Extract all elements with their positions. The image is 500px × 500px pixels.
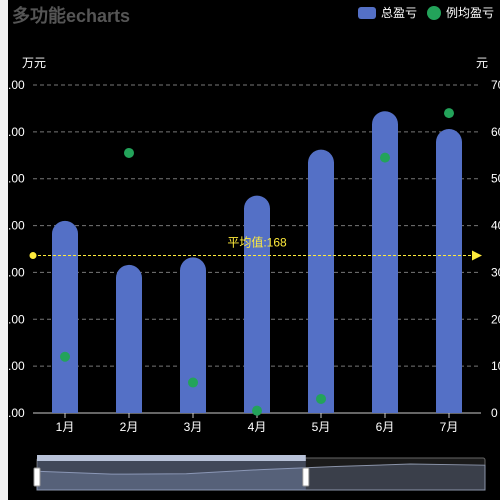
legend-swatch-total — [357, 6, 376, 19]
bar-7月[interactable] — [436, 129, 462, 413]
left-axis-unit: 万元 — [22, 56, 47, 70]
point-1月[interactable] — [60, 351, 70, 362]
y-left-tick-label: .00 — [8, 125, 25, 139]
legend-label-average: 例均盈亏 — [445, 6, 494, 20]
point-2月[interactable] — [124, 147, 134, 158]
y-left-tick-label: .00 — [8, 219, 25, 233]
point-3月[interactable] — [188, 377, 198, 388]
y-right-tick-label: 10 — [491, 359, 500, 373]
data-zoom-left-handle[interactable] — [33, 467, 41, 487]
bar-2月[interactable] — [116, 264, 142, 413]
legend-label-total: 总盈亏 — [380, 6, 417, 20]
bar-6月[interactable] — [372, 111, 398, 414]
y-left-tick-label: .00 — [8, 78, 25, 92]
y-right-tick-label: 70 — [491, 78, 500, 92]
x-tick-label: 6月 — [376, 420, 395, 434]
y-left-tick-label: .00 — [8, 172, 25, 186]
y-right-tick-label: 20 — [491, 312, 500, 326]
x-tick-label: 1月 — [56, 420, 75, 434]
x-tick-label: 7月 — [440, 420, 459, 434]
point-5月[interactable] — [316, 393, 326, 404]
bar-3月[interactable] — [180, 257, 206, 413]
x-tick-label: 2月 — [120, 420, 139, 434]
data-zoom-preview — [36, 463, 486, 491]
data-zoom-move-handle[interactable] — [37, 455, 306, 461]
point-4月[interactable] — [252, 405, 262, 416]
average-line-label: 平均值:168 — [227, 235, 287, 250]
chart-title: 多功能echarts — [12, 6, 131, 26]
average-line-arrow — [472, 250, 482, 261]
point-7月[interactable] — [444, 108, 454, 119]
x-tick-label: 5月 — [312, 420, 331, 434]
y-left-tick-label: .00 — [8, 312, 25, 326]
legend-item-total[interactable]: 总盈亏 — [357, 4, 417, 21]
y-right-tick-label: 40 — [491, 219, 500, 233]
legend-swatch-average — [426, 5, 441, 20]
y-right-tick-label: 30 — [491, 265, 500, 279]
legend-item-average[interactable]: 例均盈亏 — [426, 4, 494, 21]
point-6月[interactable] — [380, 152, 390, 163]
bar-4月[interactable] — [244, 195, 270, 413]
right-axis-unit: 元 — [476, 56, 489, 70]
bar-5月[interactable] — [308, 149, 334, 414]
legend: 总盈亏 例均盈亏 — [357, 4, 494, 21]
y-right-tick-label: 0 — [491, 406, 498, 420]
x-tick-label: 4月 — [248, 420, 267, 434]
y-left-tick-label: .00 — [8, 265, 25, 279]
y-right-tick-label: 60 — [491, 125, 500, 139]
bar-1月[interactable] — [52, 220, 78, 413]
y-left-tick-label: .00 — [8, 359, 25, 373]
data-zoom-right-handle[interactable] — [302, 467, 310, 487]
average-line-start-dot — [29, 252, 37, 260]
y-left-tick-label: .00 — [8, 406, 25, 420]
data-zoom-window[interactable] — [37, 458, 306, 490]
y-right-tick-label: 50 — [491, 172, 500, 186]
left-edge-strip — [0, 0, 8, 500]
x-tick-label: 3月 — [184, 420, 203, 434]
